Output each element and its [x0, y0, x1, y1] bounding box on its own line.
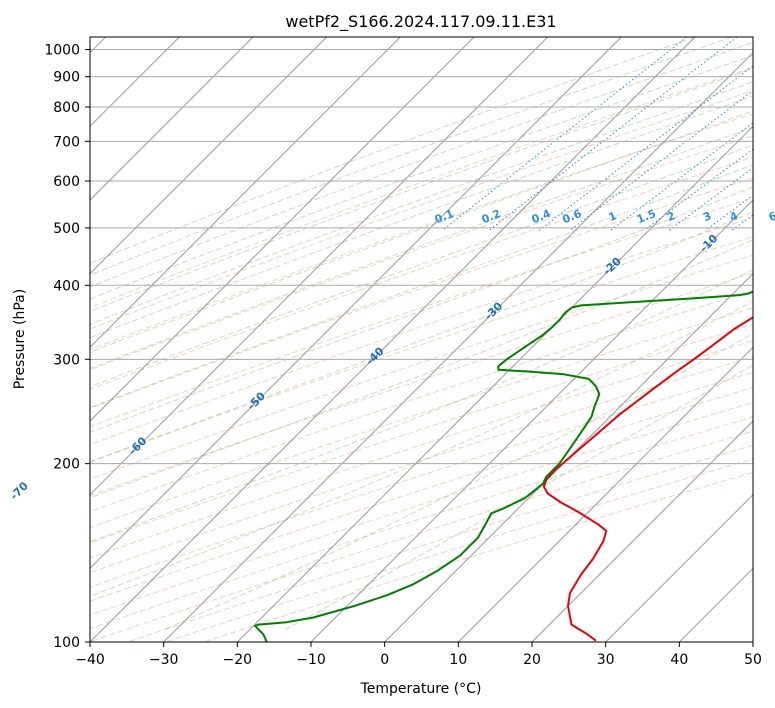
moist-adiabat [164, 332, 753, 630]
isotherm [384, 272, 753, 642]
mixing-ratio-line [538, 65, 753, 231]
mixing-ratio-line [610, 122, 753, 231]
isotherm [90, 37, 696, 642]
moist-adiabat [90, 186, 753, 433]
dry-adiabat [90, 356, 753, 574]
x-tick-label: 10 [449, 652, 467, 668]
y-tick-label: 700 [53, 134, 80, 150]
mixing-ratio-label: 2 [665, 209, 677, 224]
dry-adiabat [90, 386, 753, 602]
x-tick-label: 0 [380, 652, 389, 668]
mixing-ratio-line [771, 37, 775, 231]
dry-adiabat [90, 371, 753, 588]
mixing-ratio-label: 6 [767, 209, 775, 224]
y-tick-label: 1000 [44, 43, 80, 59]
y-tick-label: 500 [53, 221, 80, 237]
moist-adiabat [285, 364, 753, 630]
isotherm [236, 125, 753, 642]
x-tick-label: −10 [296, 652, 326, 668]
isotherm [605, 493, 753, 642]
isotherm [163, 51, 753, 642]
moist-adiabat [90, 67, 753, 312]
mixing-ratio-label: 1 [607, 209, 619, 224]
moist-adiabat [90, 144, 753, 388]
y-tick-label: 900 [53, 70, 80, 86]
isotherm-label: -70 [8, 479, 31, 502]
isotherm [90, 37, 622, 570]
x-axis-ticks: −40 −30 −20 −10 0 10 20 30 40 50 [75, 642, 762, 668]
isotherm [90, 37, 328, 275]
x-tick-label: 50 [744, 652, 762, 668]
y-axis-label: Pressure (hPa) [12, 289, 28, 389]
plot-frame [89, 36, 754, 643]
moist-adiabat [90, 41, 753, 288]
y-tick-label: 400 [53, 278, 80, 294]
background-lines [90, 37, 775, 642]
dry-adiabat [90, 66, 753, 309]
y-tick-label: 300 [53, 352, 80, 368]
dry-adiabat [90, 290, 753, 513]
isotherm [531, 420, 753, 642]
x-tick-label: 40 [670, 652, 688, 668]
x-tick-label: 20 [523, 652, 541, 668]
dry-adiabat [90, 197, 753, 428]
dry-adiabat [90, 272, 753, 497]
x-tick-label: −30 [149, 652, 179, 668]
moist-adiabat [90, 239, 753, 499]
profile-series-1 [542, 316, 753, 642]
x-tick-label: −20 [223, 652, 253, 668]
y-tick-label: 100 [53, 635, 80, 651]
mixing-ratio-label: 3 [701, 209, 713, 224]
dry-adiabat [90, 430, 753, 642]
dry-adiabat [165, 458, 753, 642]
moist-adiabat [90, 300, 753, 597]
y-tick-label: 600 [53, 174, 80, 190]
dry-adiabat [90, 217, 753, 446]
x-tick-label: −40 [75, 652, 105, 668]
isotherm [90, 37, 254, 201]
mixing-ratio-line [442, 37, 688, 231]
isotherm [457, 346, 753, 642]
moist-adiabat [90, 37, 732, 276]
pressure-gridlines [90, 49, 753, 642]
profile-series-2 [254, 290, 753, 642]
profile-lines [254, 290, 753, 642]
dry-adiabat [90, 401, 753, 616]
mixing-ratio-line [488, 37, 738, 231]
dry-adiabat [90, 323, 753, 544]
moist-adiabat [90, 110, 753, 353]
moist-adiabat [90, 164, 753, 409]
isotherm [310, 199, 753, 642]
x-axis-label: Temperature (°C) [360, 681, 482, 697]
moist-adiabat [90, 54, 753, 300]
dry-adiabat [90, 135, 753, 371]
plot-background [90, 37, 753, 642]
isotherm [752, 641, 753, 642]
mixing-ratio-line [668, 167, 753, 231]
x-tick-label: 30 [597, 652, 615, 668]
dry-adiabat [90, 113, 753, 351]
y-tick-label: 200 [53, 457, 80, 473]
isotherm [90, 37, 475, 422]
isotherm [90, 37, 401, 349]
y-tick-label: 800 [53, 100, 80, 116]
chart-title: wetPf2_S166.2024.117.09.11.E31 [285, 12, 556, 32]
isotherm [90, 37, 549, 496]
y-axis-ticks: 100 200 300 400 500 600 700 800 900 1000 [44, 43, 90, 651]
